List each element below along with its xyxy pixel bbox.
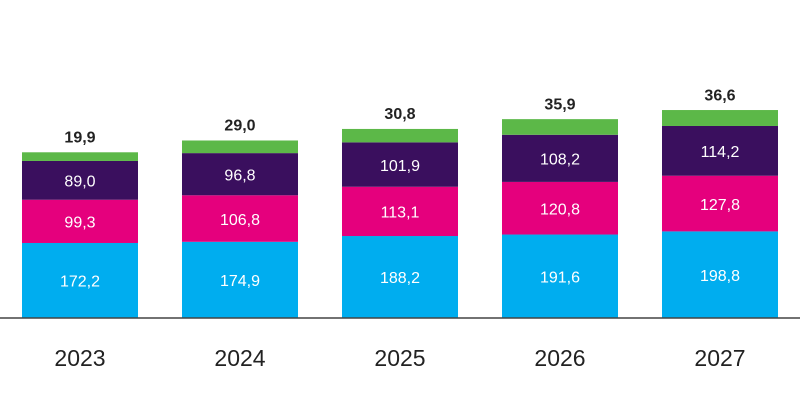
bar-segment bbox=[22, 242, 138, 318]
value-label: 35,9 bbox=[544, 96, 575, 113]
value-label: 101,9 bbox=[380, 158, 420, 175]
x-tick-label: 2024 bbox=[214, 345, 265, 371]
value-label: 19,9 bbox=[64, 130, 95, 147]
bar-segment bbox=[342, 142, 458, 187]
value-label: 127,8 bbox=[700, 197, 740, 214]
bar-segment bbox=[662, 125, 778, 176]
bar-segment bbox=[502, 234, 618, 318]
value-label: 99,3 bbox=[64, 215, 95, 232]
value-label: 188,2 bbox=[380, 270, 420, 287]
bar-segment bbox=[502, 181, 618, 235]
value-label: 198,8 bbox=[700, 268, 740, 285]
bar-segment bbox=[662, 175, 778, 232]
bar-segment bbox=[22, 199, 138, 243]
bar-segment bbox=[182, 140, 298, 154]
value-label: 30,8 bbox=[384, 106, 415, 123]
value-label: 108,2 bbox=[540, 152, 580, 169]
bar-segment bbox=[22, 160, 138, 200]
value-label: 106,8 bbox=[220, 212, 260, 229]
bar-segment bbox=[342, 186, 458, 237]
value-label: 89,0 bbox=[64, 174, 95, 191]
bar-segment bbox=[182, 153, 298, 196]
bar-segment bbox=[662, 110, 778, 126]
x-tick-label: 2023 bbox=[54, 345, 105, 371]
value-label: 29,0 bbox=[224, 118, 255, 135]
bar-segment bbox=[182, 241, 298, 318]
value-label: 114,2 bbox=[701, 144, 740, 161]
value-label: 96,8 bbox=[224, 167, 255, 184]
value-label: 174,9 bbox=[220, 273, 260, 290]
bar-segment bbox=[662, 231, 778, 318]
value-label: 191,6 bbox=[540, 269, 580, 286]
bar-segment bbox=[342, 236, 458, 318]
value-label: 113,1 bbox=[381, 205, 420, 222]
bar-segment bbox=[342, 128, 458, 143]
value-label: 172,2 bbox=[60, 274, 100, 291]
x-tick-label: 2025 bbox=[374, 345, 425, 371]
bar-segment bbox=[502, 134, 618, 182]
value-label: 120,8 bbox=[540, 201, 580, 218]
value-label: 36,6 bbox=[704, 87, 735, 104]
bar-segment bbox=[22, 152, 138, 161]
bar-segment bbox=[182, 195, 298, 242]
bar-segment bbox=[502, 119, 618, 135]
x-tick-label: 2027 bbox=[694, 345, 745, 371]
x-tick-label: 2026 bbox=[534, 345, 585, 371]
